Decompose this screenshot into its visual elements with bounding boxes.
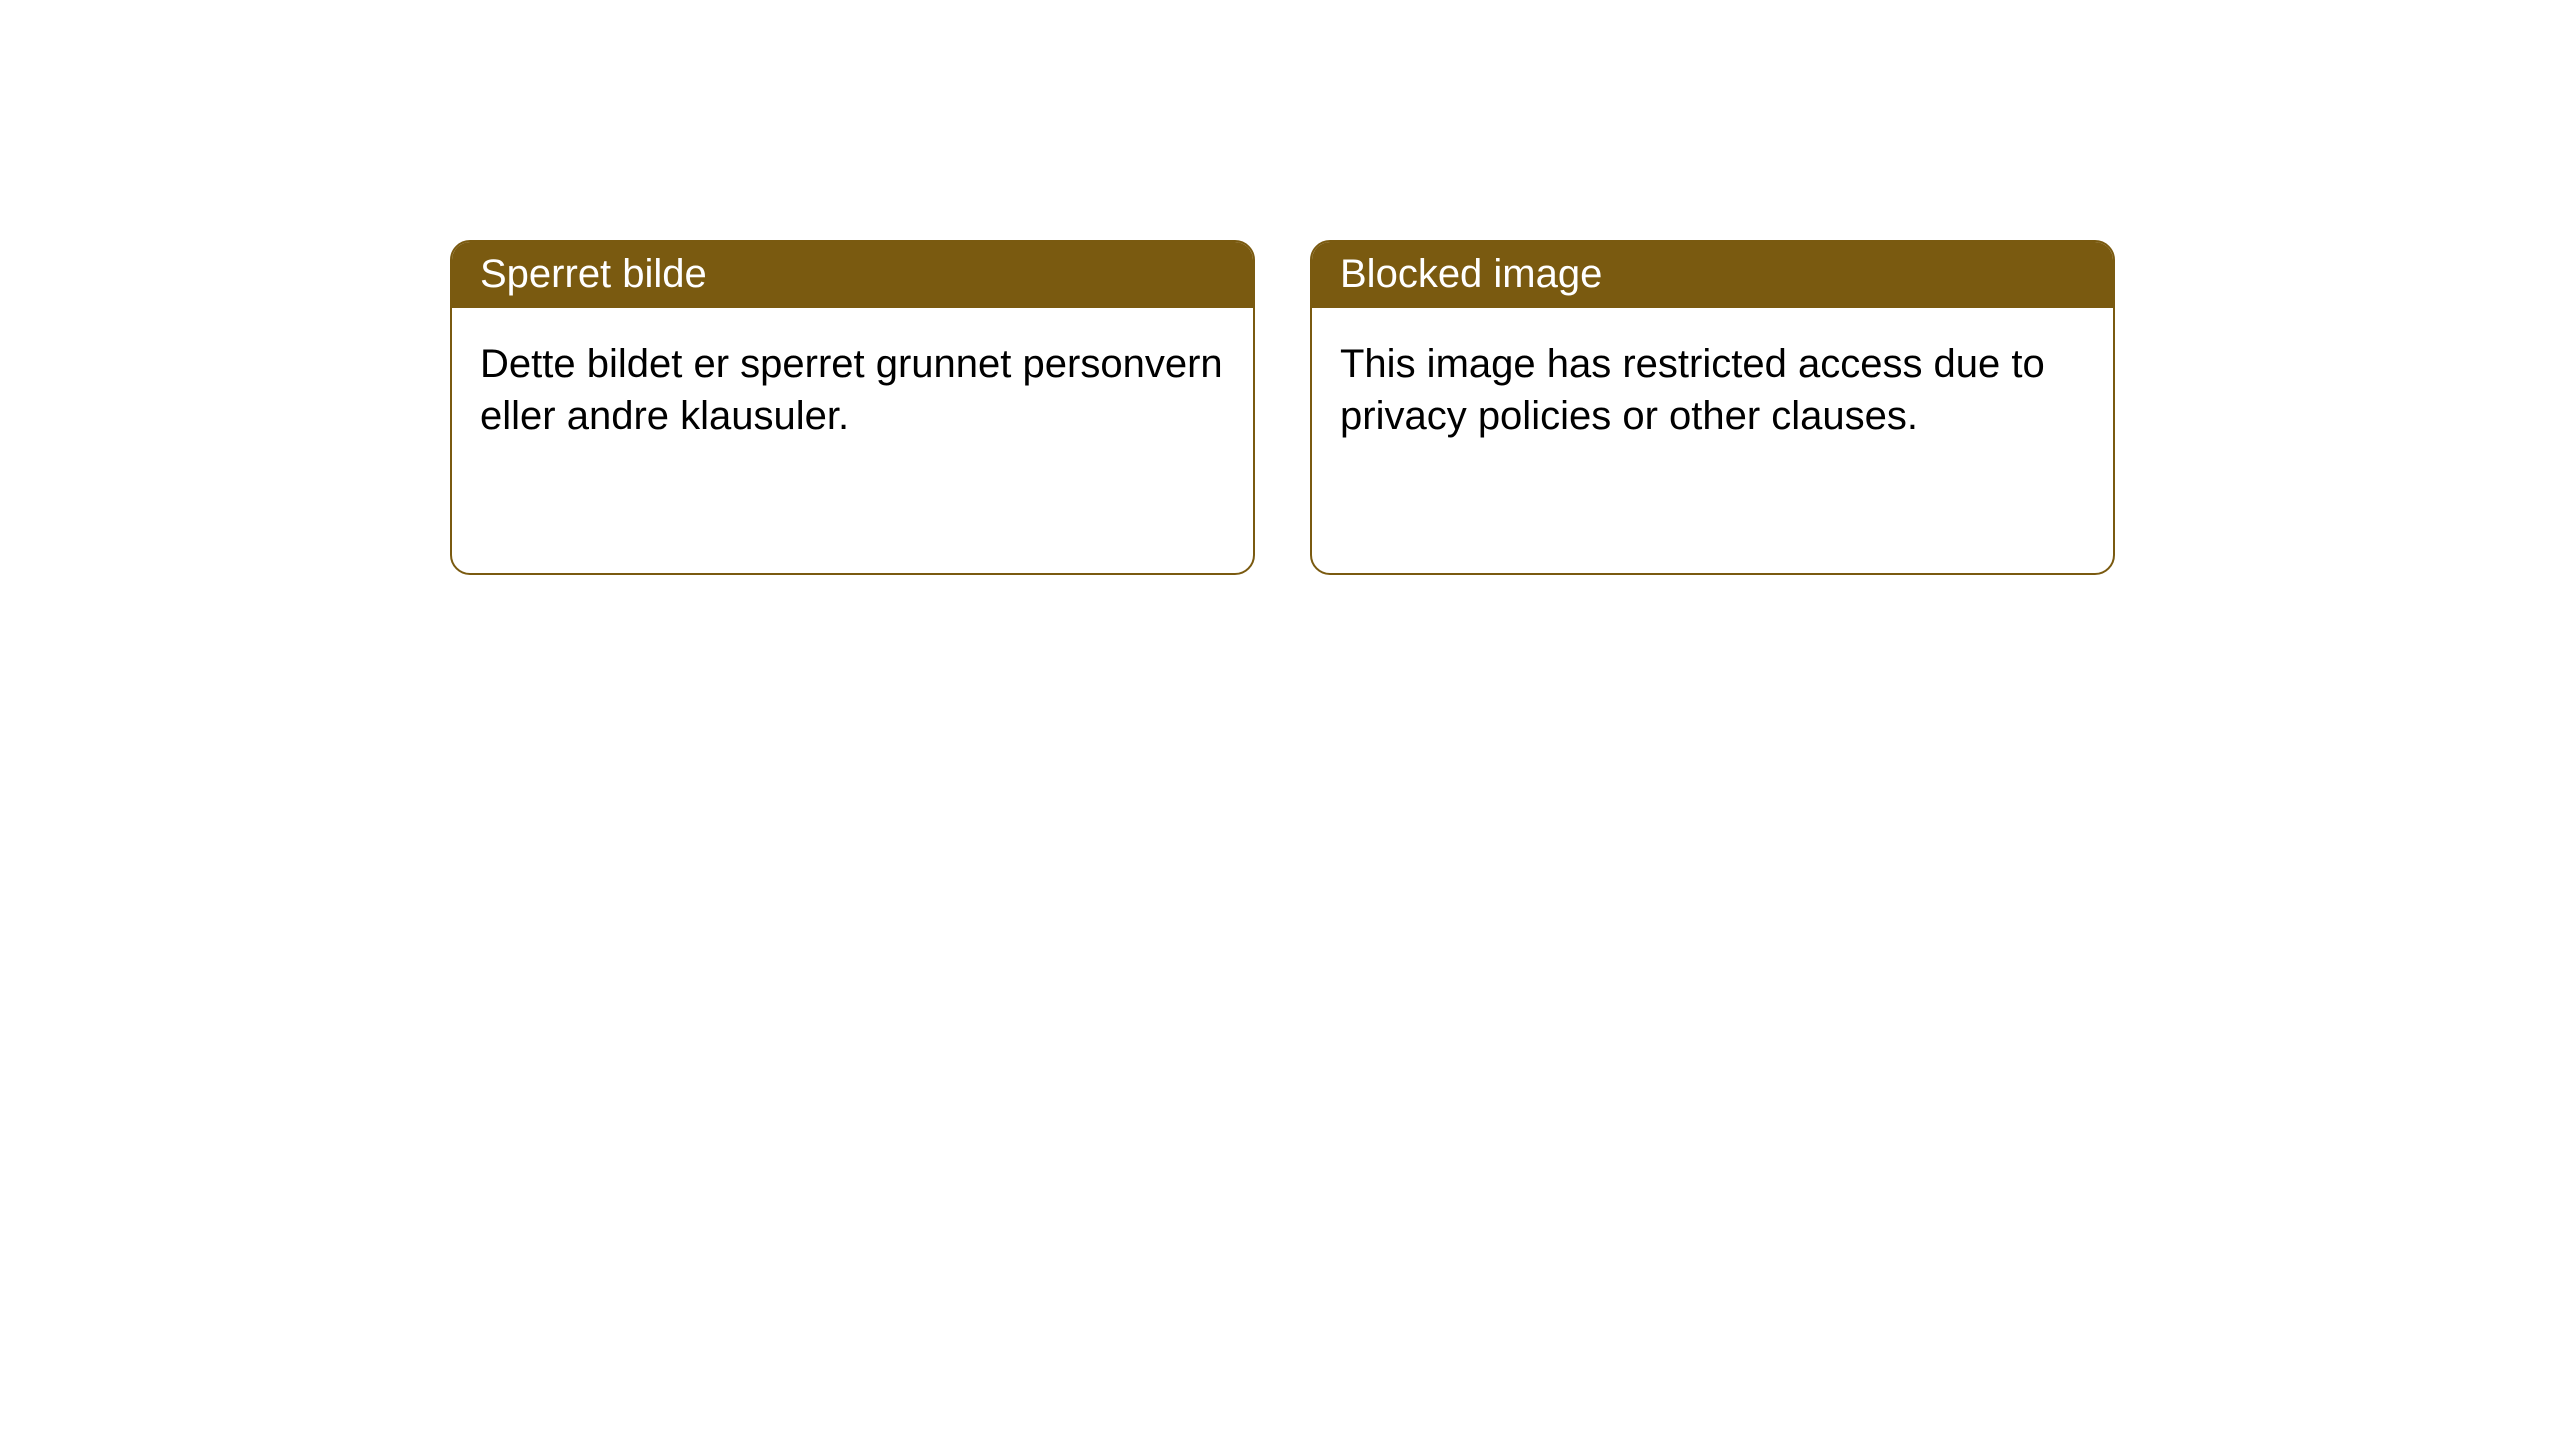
blocked-image-notice-norwegian: Sperret bilde Dette bildet er sperret gr… (450, 240, 1255, 575)
notice-body-english: This image has restricted access due to … (1312, 308, 2113, 472)
notice-body-norwegian: Dette bildet er sperret grunnet personve… (452, 308, 1253, 472)
notice-title-norwegian: Sperret bilde (452, 242, 1253, 308)
notice-title-english: Blocked image (1312, 242, 2113, 308)
blocked-image-notices: Sperret bilde Dette bildet er sperret gr… (450, 240, 2560, 575)
blocked-image-notice-english: Blocked image This image has restricted … (1310, 240, 2115, 575)
